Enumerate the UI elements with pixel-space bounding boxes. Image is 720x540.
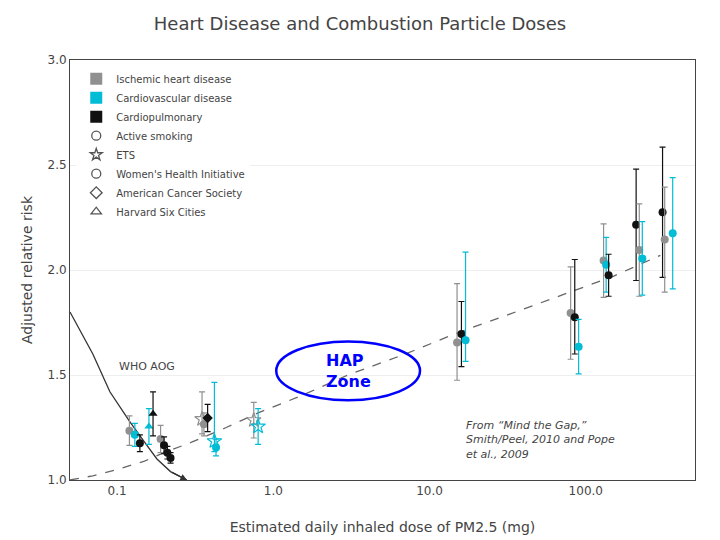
svg-text:Women's Health Initiative: Women's Health Initiative bbox=[116, 169, 244, 180]
svg-text:3.0: 3.0 bbox=[48, 53, 67, 67]
svg-text:1.0: 1.0 bbox=[264, 484, 283, 498]
svg-text:1.0: 1.0 bbox=[48, 473, 67, 487]
svg-text:From “Mind the Gap,”Smith/Peel: From “Mind the Gap,”Smith/Peel, 2010 and… bbox=[466, 419, 615, 461]
svg-text:Estimated daily inhaled dose o: Estimated daily inhaled dose of PM2.5 (m… bbox=[230, 519, 536, 535]
svg-text:Harvard Six Cities: Harvard Six Cities bbox=[116, 207, 205, 218]
svg-text:Active smoking: Active smoking bbox=[116, 131, 192, 142]
svg-text:100.0: 100.0 bbox=[569, 484, 603, 498]
svg-text:Heart Disease and Combustion P: Heart Disease and Combustion Particle Do… bbox=[154, 13, 566, 34]
svg-text:Ischemic heart disease: Ischemic heart disease bbox=[116, 74, 231, 85]
svg-text:ETS: ETS bbox=[116, 150, 135, 161]
svg-text:Cardiopulmonary: Cardiopulmonary bbox=[116, 112, 202, 123]
svg-text:2.5: 2.5 bbox=[48, 158, 67, 172]
svg-text:1.5: 1.5 bbox=[48, 368, 67, 382]
svg-text:HAPZone: HAPZone bbox=[326, 351, 371, 391]
svg-text:WHO AOG: WHO AOG bbox=[119, 360, 175, 373]
svg-text:Cardiovascular disease: Cardiovascular disease bbox=[116, 93, 232, 104]
svg-text:American Cancer Society: American Cancer Society bbox=[116, 188, 242, 199]
svg-text:0.1: 0.1 bbox=[107, 484, 126, 498]
svg-text:2.0: 2.0 bbox=[48, 263, 67, 277]
svg-text:10.0: 10.0 bbox=[416, 484, 443, 498]
svg-text:Adjusted relative risk: Adjusted relative risk bbox=[19, 195, 35, 344]
